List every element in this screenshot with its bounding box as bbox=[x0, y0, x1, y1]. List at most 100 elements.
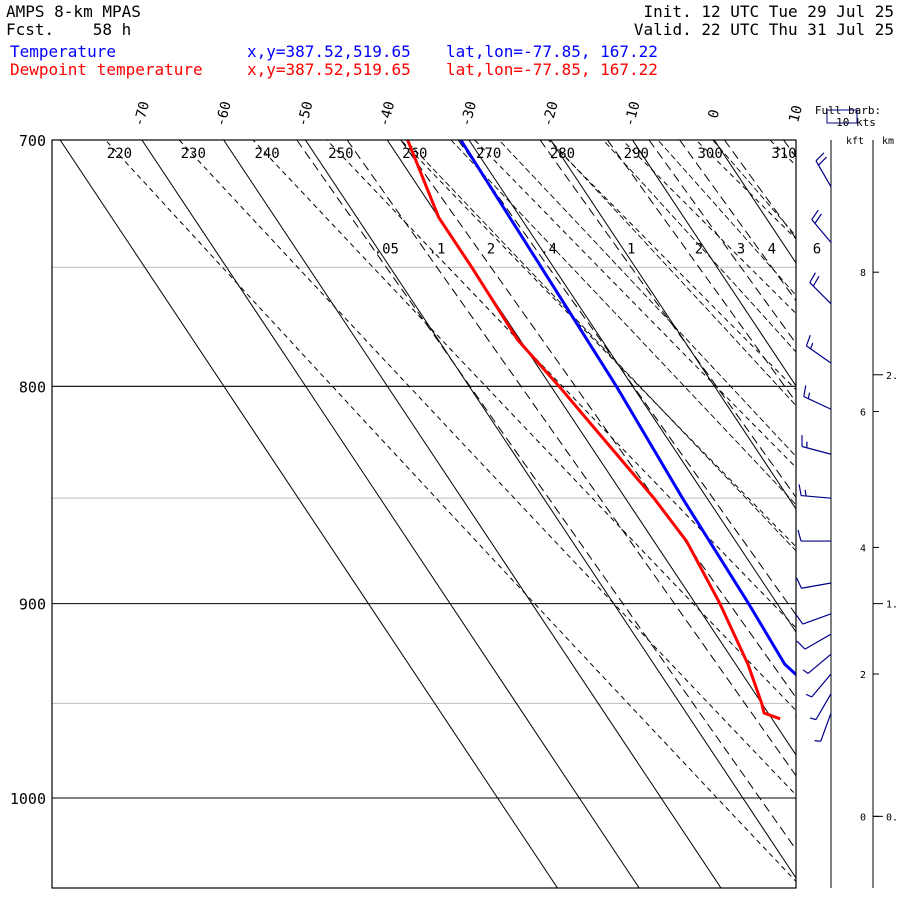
legend-temperature-latlon: lat,lon=-77.85, 167.22 bbox=[446, 42, 658, 61]
wind-barb-flag bbox=[795, 614, 804, 625]
wind-barb bbox=[797, 529, 831, 542]
mixing-ratio-line bbox=[400, 140, 796, 699]
dry-adiabat-line bbox=[553, 0, 900, 900]
wind-barb-flag bbox=[796, 577, 802, 589]
mixing-ratio-label: .4 bbox=[540, 241, 557, 257]
mixing-ratio-label: 2 bbox=[487, 241, 495, 257]
wind-barb-staff bbox=[815, 693, 832, 720]
mixing-ratio-line bbox=[679, 140, 796, 302]
wind-barb-half-flag bbox=[805, 693, 812, 698]
temperature-tick-label: 0 bbox=[706, 108, 724, 120]
valid-value: 22 UTC Thu 31 Jul 25 bbox=[701, 20, 894, 39]
pressure-tick-label: 800 bbox=[19, 378, 46, 396]
mixing-ratio-line bbox=[606, 140, 796, 403]
wind-barb bbox=[814, 712, 832, 742]
wind-barb-flag bbox=[809, 272, 816, 283]
pressure-tick-label: 900 bbox=[19, 596, 46, 614]
isotherm-line bbox=[713, 140, 796, 264]
wind-barb-half-flag bbox=[807, 392, 811, 399]
wind-barb-flag bbox=[798, 484, 802, 496]
wind-barb-flag bbox=[811, 209, 819, 220]
mixing-ratio-label: 3 bbox=[737, 241, 745, 257]
valid-time: Valid. 22 UTC Thu 31 Jul 25 bbox=[634, 21, 894, 39]
wind-barb bbox=[798, 484, 832, 499]
wind-legend-units: 10 kts bbox=[836, 116, 876, 129]
model-title: AMPS 8-km MPAS bbox=[6, 2, 141, 21]
mixing-ratio-line bbox=[346, 140, 796, 777]
wind-barb bbox=[795, 613, 832, 625]
dry-adiabat-line bbox=[326, 140, 796, 629]
wind-barb bbox=[809, 272, 832, 305]
wind-barb bbox=[805, 673, 832, 698]
moist-adiabat-line bbox=[549, 140, 796, 407]
legend-temperature-name: Temperature bbox=[10, 42, 116, 61]
mixing-ratio-line bbox=[783, 140, 796, 158]
wind-barb-flag bbox=[803, 385, 807, 397]
pressure-tick-label: 700 bbox=[19, 132, 46, 150]
wind-legend-title: Full barb: bbox=[815, 104, 881, 117]
dry-adiabat-line bbox=[104, 140, 796, 883]
wind-barb bbox=[809, 693, 832, 721]
plot-frame bbox=[51, 139, 797, 889]
wind-barb bbox=[802, 653, 832, 674]
temperature-tick-label: -20 bbox=[540, 100, 562, 129]
kft-axis-label: kft bbox=[846, 136, 864, 147]
init-time: Init. 12 UTC Tue 29 Jul 25 bbox=[644, 3, 894, 21]
isotherm-line bbox=[223, 140, 722, 888]
dry-adiabat-label: 270 bbox=[476, 146, 501, 162]
wind-barbs bbox=[795, 152, 832, 742]
legend-dewpoint-xy: x,y=387.52,519.65 bbox=[247, 60, 411, 79]
fcst-label: Fcst. bbox=[6, 20, 55, 39]
mixing-ratio-line bbox=[296, 140, 796, 851]
mixing-ratio-line bbox=[457, 140, 796, 616]
kft-tick-label: 6 bbox=[860, 408, 866, 419]
legend-dewpoint: Dewpoint temperature bbox=[10, 61, 203, 79]
dry-adiabat-label: 300 bbox=[697, 146, 722, 162]
dewpoint-profile bbox=[406, 140, 781, 721]
dry-adiabat-line bbox=[769, 140, 796, 167]
kft-tick-label: 0 bbox=[860, 812, 866, 823]
dry-adiabat-line bbox=[547, 140, 796, 391]
dry-adiabat-label: 230 bbox=[181, 146, 206, 162]
dry-adiabat-label: 290 bbox=[624, 146, 649, 162]
init-label: Init. bbox=[643, 2, 692, 21]
mixing-ratio-label: 4 bbox=[768, 241, 776, 257]
mixing-ratio-label: 6 bbox=[813, 241, 821, 257]
isotherm-line bbox=[795, 140, 796, 141]
temperature-tick-label: -70 bbox=[131, 100, 153, 129]
wind-barb-staff bbox=[802, 613, 832, 625]
isotherm-line bbox=[141, 140, 640, 888]
isotherm-line bbox=[631, 140, 796, 387]
temperature-tick-label: -60 bbox=[213, 100, 235, 129]
km-tick-label: 0. bbox=[886, 812, 898, 823]
wind-barb-staff bbox=[811, 673, 832, 698]
km-axis-label: km bbox=[882, 136, 894, 147]
height-ticks: 8 6 4 2 0 2. 1. 0. bbox=[860, 268, 898, 823]
isotherm-line bbox=[468, 140, 796, 633]
kft-tick-label: 4 bbox=[860, 543, 866, 554]
diagram-labels: 700 800 900 1000 -70 -60 -50 -40 -30 -20 -10 0 10 220… bbox=[10, 100, 821, 808]
isotherm-line bbox=[386, 140, 796, 756]
wind-barb bbox=[796, 633, 832, 650]
temperature-tick-label: -10 bbox=[622, 100, 644, 129]
legend-dewpoint-latlon: lat,lon=-77.85, 167.22 bbox=[446, 60, 658, 79]
isotherm-line bbox=[304, 140, 796, 879]
temperature-tick-label: 10 bbox=[786, 104, 806, 124]
forecast-label: Fcst. 58 h bbox=[6, 21, 131, 39]
dry-adiabat-line bbox=[400, 140, 796, 548]
wind-barb bbox=[801, 435, 832, 455]
wind-barb-panel: Full barb: 10 kts kft km 8 6 4 2 0 2. 1. 0. bbox=[795, 104, 898, 888]
wind-barb-flag bbox=[812, 275, 820, 287]
moist-adiabat-line bbox=[712, 140, 796, 237]
wind-barb-flag bbox=[815, 152, 825, 162]
wind-barb-flag bbox=[818, 156, 827, 166]
legend-temperature: Temperature bbox=[10, 43, 116, 61]
wind-barb bbox=[805, 334, 832, 364]
dry-adiabat-label: 240 bbox=[254, 146, 279, 162]
wind-barb-staff bbox=[807, 653, 832, 674]
km-tick-label: 2. bbox=[886, 371, 898, 382]
wind-barb bbox=[815, 152, 832, 188]
